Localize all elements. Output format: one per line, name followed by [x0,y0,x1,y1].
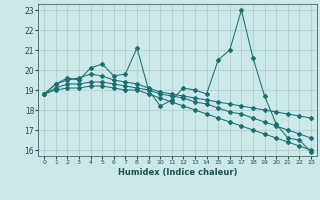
X-axis label: Humidex (Indice chaleur): Humidex (Indice chaleur) [118,168,237,177]
